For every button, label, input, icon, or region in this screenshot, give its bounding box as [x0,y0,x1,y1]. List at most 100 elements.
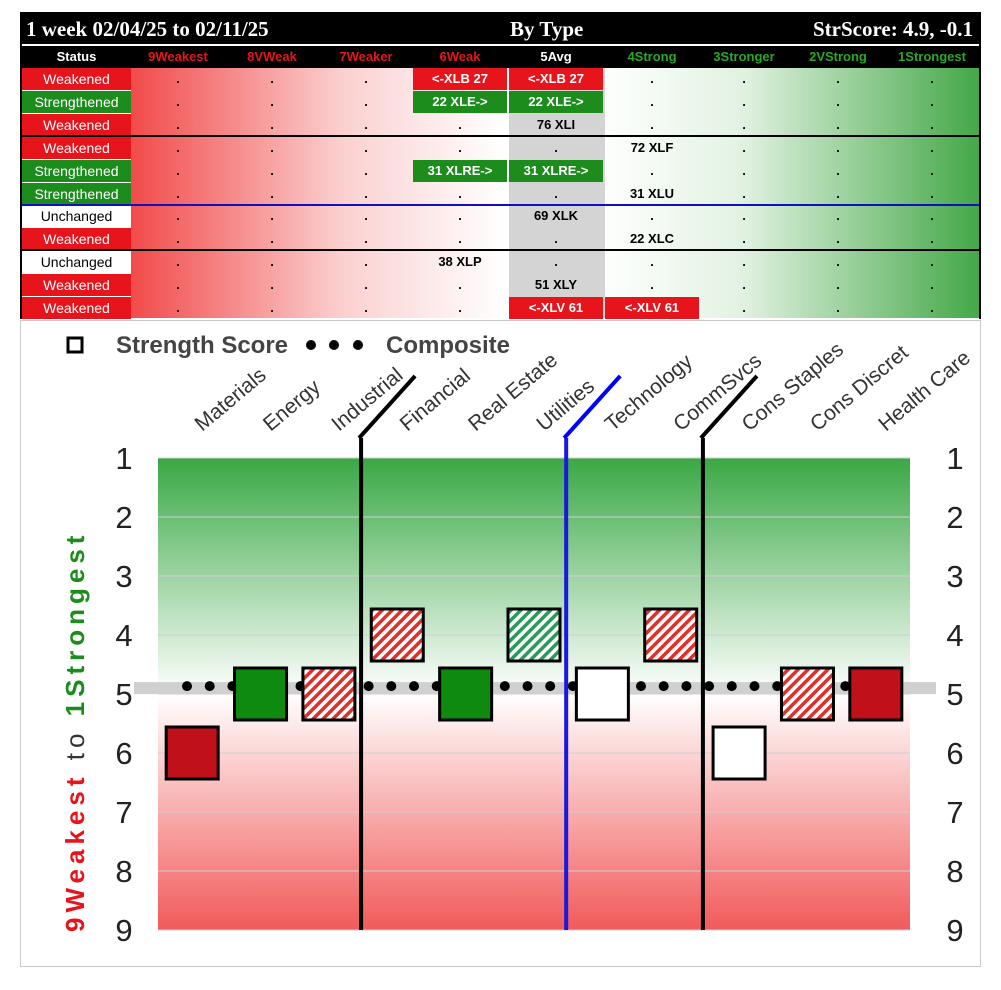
empty-cell: . [364,254,368,270]
empty-cell: . [176,254,180,270]
group-separator [22,249,979,251]
empty-cell: . [930,162,934,178]
table-row: Weakened... <-XLB 27 <-XLB 27.... [22,68,979,91]
empty-cell: . [176,139,180,155]
empty-cell: . [270,277,274,293]
empty-cell: . [930,93,934,109]
empty-cell: . [742,185,746,201]
panel-frame [20,12,981,319]
table-row: Strengthened... 22 XLE-> 22 XLE->.... [22,90,979,114]
empty-cell: . [270,185,274,201]
empty-cell: . [176,208,180,224]
x-category-label: Energy [259,375,325,436]
table-row: Weakened.... 76 XLI.... [22,113,979,137]
column-header: 8VWeak [247,49,297,64]
empty-cell: . [458,277,462,293]
empty-cell: . [836,300,840,315]
ticker-cell: 31 XLRE-> [413,159,507,182]
table-row: Weakened..... 22 XLC... [22,228,979,251]
status-header: Status [56,49,97,64]
sector-divider-slant [357,374,417,440]
empty-cell: . [836,231,840,247]
empty-cell: . [836,162,840,178]
status-cell: Strengthened [22,90,131,113]
rank-table: Weakened... <-XLB 27 <-XLB 27.... Strengthe… [22,68,979,320]
strength-box [643,607,699,663]
empty-cell: . [650,162,654,178]
empty-cell: . [742,254,746,270]
table-row: Unchanged... 38 XLP..... [22,251,979,274]
composite-dot [522,681,533,692]
empty-cell: . [742,300,746,315]
empty-cell: . [836,254,840,270]
empty-cell: . [930,254,934,270]
y-tick-left: 3 [115,559,132,594]
composite-dot [681,681,692,692]
composite-dot [658,681,669,692]
empty-cell: . [930,208,934,224]
strength-box [301,666,357,722]
strength-box [506,607,562,663]
empty-cell: . [742,93,746,109]
strength-box [711,725,767,781]
column-header: 7Weaker [339,49,393,64]
legend-composite-label: Composite [386,332,510,359]
empty-cell: . [650,93,654,109]
empty-cell: . [176,116,180,132]
empty-cell: . [176,162,180,178]
legend-strength-label: Strength Score [116,332,288,359]
y-axis-label: 9Weakest to 1Strongest [60,531,90,932]
ticker-cell: 31 XLU [629,185,675,201]
period-label: 1 week 02/04/25 to 02/11/25 [26,17,269,41]
ticker-cell: <-XLV 61 [509,297,603,319]
ticker-cell: 22 XLC [629,231,675,247]
empty-cell: . [650,277,654,293]
empty-cell: . [836,208,840,224]
table-row: Weakened.... <-XLV 61 <-XLV 61... [22,297,979,320]
group-separator [22,135,979,137]
empty-cell: . [364,300,368,315]
empty-cell: . [364,208,368,224]
composite-dot [499,681,510,692]
composite-dot [386,681,397,692]
empty-cell: . [270,71,274,86]
status-cell: Weakened [22,113,131,136]
empty-cell: . [458,300,462,315]
column-header: 2VStrong [809,49,867,64]
empty-cell: . [930,116,934,132]
empty-cell: . [458,116,462,132]
empty-cell: . [742,277,746,293]
y-tick-right: 8 [946,854,963,889]
composite-dot [704,681,715,692]
column-header: 9Weakest [148,49,208,64]
empty-cell: . [650,208,654,224]
strscore-label: StrScore: 4.9, -0.1 [813,17,973,41]
empty-cell: . [176,185,180,201]
empty-cell: . [364,162,368,178]
ticker-cell: <-XLV 61 [605,297,699,319]
empty-cell: . [742,231,746,247]
x-category-label: Materials [191,363,271,435]
status-cell: Unchanged [22,205,131,228]
empty-cell: . [364,277,368,293]
y-tick-left: 2 [115,500,132,535]
empty-cell: . [176,300,180,315]
composite-dot [363,681,374,692]
empty-cell: . [554,254,558,270]
empty-cell: . [930,300,934,315]
empty-cell: . [836,116,840,132]
empty-cell: . [650,116,654,132]
ticker-cell: 22 XLE-> [509,90,603,113]
column-header: 5Avg [540,49,572,64]
sector-divider-slant [699,374,759,440]
x-category-label: Financial [396,364,475,436]
empty-cell: . [270,116,274,132]
composite-dot [749,681,760,692]
title-bar: 1 week 02/04/25 to 02/11/25 By Type StrS… [22,14,979,44]
y-tick-right: 1 [946,441,963,476]
ticker-cell: 72 XLF [630,139,674,155]
column-header: 1Strongest [898,49,966,64]
legend-dot [306,340,316,350]
empty-cell: . [742,71,746,86]
empty-cell: . [836,71,840,86]
